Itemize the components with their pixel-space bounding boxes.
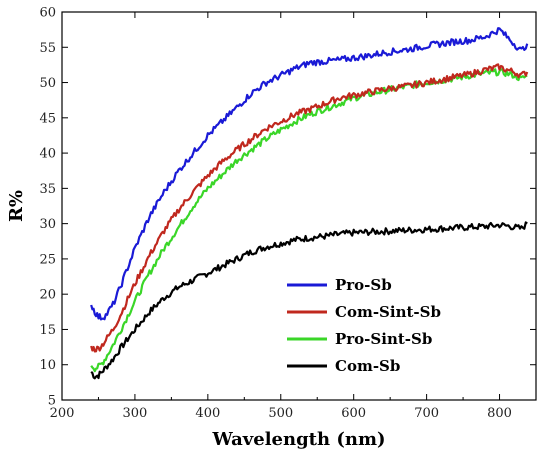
x-tick-label: 200: [50, 406, 75, 421]
legend-label: Pro-Sint-Sb: [335, 330, 432, 348]
y-tick-label: 55: [39, 41, 56, 56]
y-tick-label: 10: [39, 358, 56, 373]
y-tick-label: 45: [39, 111, 56, 126]
legend-label: Com-Sb: [335, 357, 400, 375]
y-tick-label: 15: [39, 323, 56, 338]
series-line-pro-sint-sb: [90, 68, 528, 373]
x-axis: 200 300 400 500 600 700 800: [50, 12, 512, 421]
series-line-pro-sb: [90, 27, 529, 321]
y-tick-label: 20: [39, 288, 56, 303]
y-tick-label: 60: [39, 6, 56, 21]
series-line-com-sb: [90, 221, 528, 380]
x-tick-label: 500: [268, 406, 293, 421]
legend-label: Com-Sint-Sb: [335, 303, 441, 321]
x-tick-label: 300: [123, 406, 148, 421]
y-tick-label: 25: [39, 252, 56, 267]
x-tick-label: 800: [487, 406, 512, 421]
y-tick-label: 30: [39, 217, 56, 232]
y-axis: 5 10 15 20 25 30 35 40 45 50 55 60: [39, 6, 536, 409]
y-tick-label: 5: [48, 394, 56, 409]
plot-frame: [61, 11, 537, 401]
y-axis-title: R%: [6, 190, 27, 222]
x-tick-label: 700: [414, 406, 439, 421]
legend: Pro-Sb Com-Sint-Sb Pro-Sint-Sb Com-Sb: [287, 276, 441, 375]
y-tick-label: 35: [39, 182, 56, 197]
x-tick-label: 600: [341, 406, 366, 421]
y-tick-label: 40: [39, 147, 56, 162]
series-line-com-sint-sb: [90, 63, 529, 353]
x-axis-title: Wavelength (nm): [211, 429, 385, 450]
legend-label: Pro-Sb: [335, 276, 392, 294]
y-tick-label: 50: [39, 76, 56, 91]
x-tick-label: 400: [195, 406, 220, 421]
series-layer: [90, 27, 529, 380]
